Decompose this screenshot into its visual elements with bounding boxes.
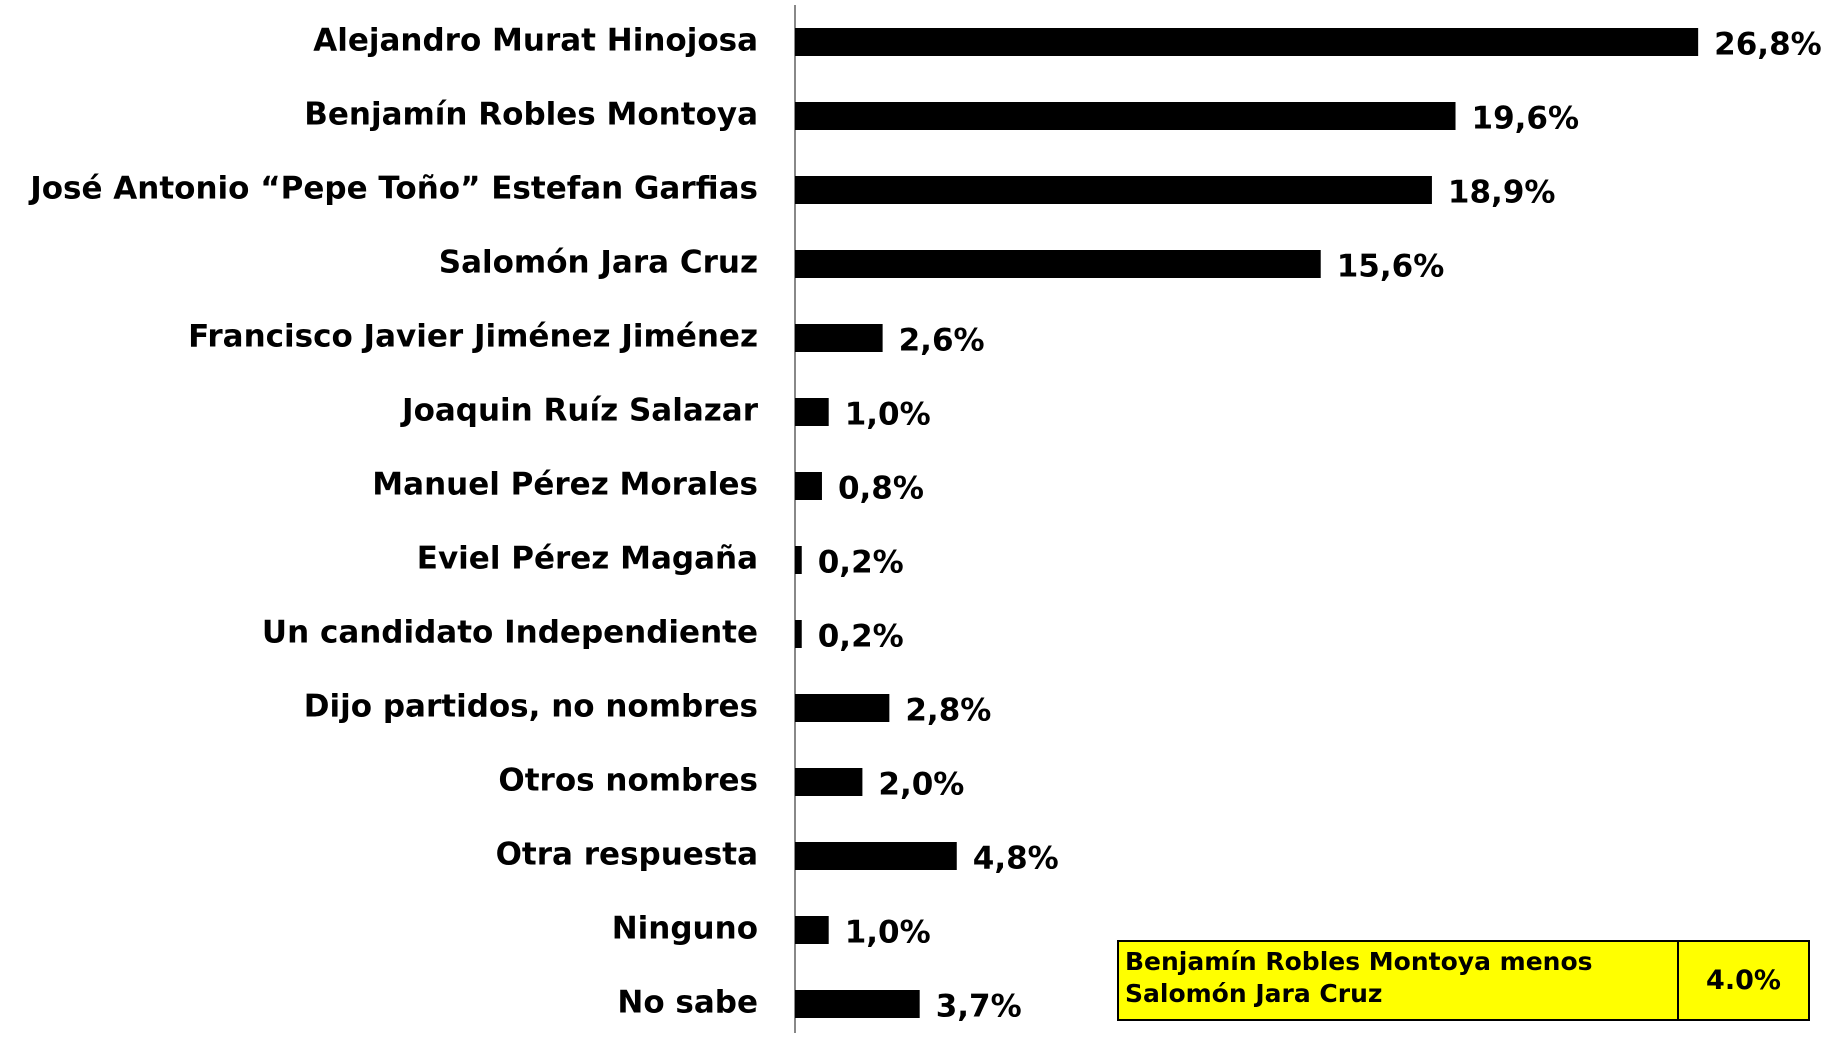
data-label: 4,8%: [973, 841, 1059, 877]
bar: [795, 398, 829, 426]
bar: [795, 472, 822, 500]
bar: [795, 102, 1456, 130]
category-label: No sabe: [617, 985, 758, 1021]
bar: [795, 176, 1432, 204]
category-label: Benjamín Robles Montoya: [304, 97, 758, 133]
category-label: Ninguno: [612, 911, 758, 947]
data-label: 2,8%: [905, 693, 991, 729]
bar: [795, 990, 920, 1018]
category-label: Dijo partidos, no nombres: [304, 689, 758, 725]
data-label: 2,0%: [878, 767, 964, 803]
category-label: Manuel Pérez Morales: [372, 467, 758, 503]
category-label: Francisco Javier Jiménez Jiménez: [188, 319, 758, 355]
annotation-label: Benjamín Robles Montoya menos Salomón Ja…: [1119, 942, 1679, 1019]
data-label: 15,6%: [1337, 249, 1445, 285]
bar: [795, 842, 957, 870]
bar: [795, 28, 1699, 56]
annotation-value: 4.0%: [1706, 965, 1781, 996]
bar: [795, 546, 802, 574]
bar: [795, 620, 802, 648]
bar: [795, 916, 829, 944]
data-label: 1,0%: [845, 915, 931, 951]
annotation-box: Benjamín Robles Montoya menos Salomón Ja…: [1117, 940, 1810, 1021]
category-label: Eviel Pérez Magaña: [417, 541, 758, 577]
data-label: 0,8%: [838, 471, 924, 507]
category-label: Un candidato Independiente: [262, 615, 758, 651]
category-label: José Antonio “Pepe Toño” Estefan Garfias: [28, 171, 758, 207]
category-label: Salomón Jara Cruz: [439, 245, 758, 281]
data-label: 0,2%: [818, 619, 904, 655]
category-label: Joaquin Ruíz Salazar: [400, 393, 759, 429]
category-label: Otros nombres: [498, 763, 758, 799]
data-label: 3,7%: [936, 989, 1022, 1025]
category-label: Otra respuesta: [496, 837, 758, 873]
category-label: Alejandro Murat Hinojosa: [313, 23, 758, 59]
data-label: 26,8%: [1714, 27, 1822, 63]
bar: [795, 324, 883, 352]
data-label: 2,6%: [899, 323, 985, 359]
data-label: 0,2%: [818, 545, 904, 581]
bar: [795, 768, 863, 796]
data-label: 1,0%: [845, 397, 931, 433]
bar: [795, 250, 1321, 278]
data-label: 19,6%: [1472, 101, 1580, 137]
bar: [795, 694, 890, 722]
data-label: 18,9%: [1448, 175, 1556, 211]
